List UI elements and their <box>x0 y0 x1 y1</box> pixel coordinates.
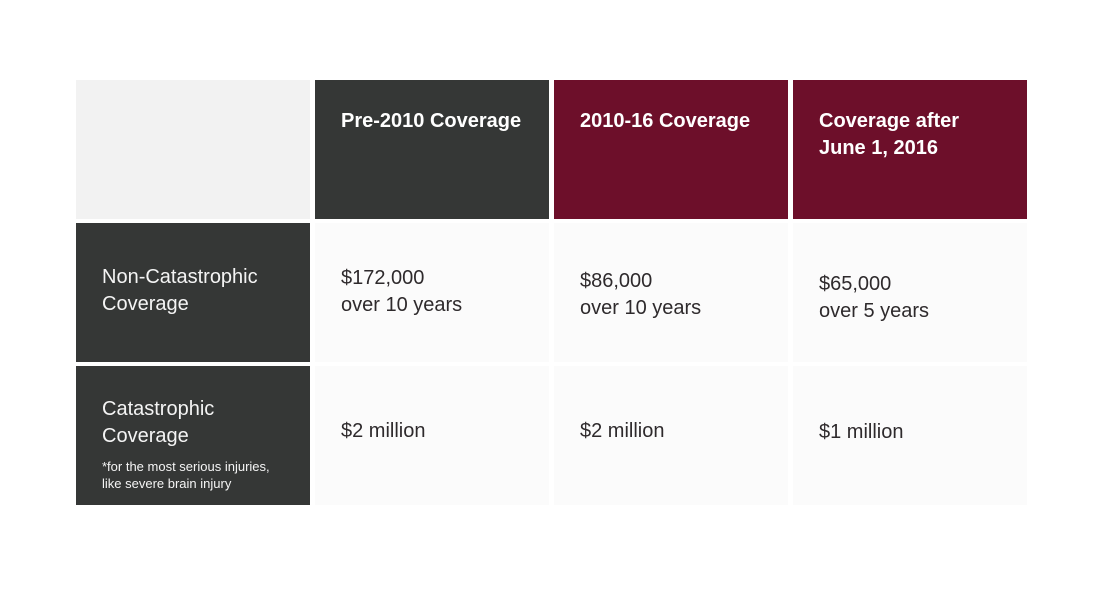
value-cell: $2 million <box>554 366 788 505</box>
value-text: over 5 years <box>819 300 930 322</box>
value-text: $86,000 <box>580 270 653 292</box>
value-cell: $1 million <box>793 366 1027 505</box>
header-text: Coverage after <box>819 110 960 132</box>
value-text: over 10 years <box>580 297 702 319</box>
row-label-text: Catastrophic <box>102 398 215 420</box>
row-label: Catastrophic Coverage *for the most seriou… <box>76 366 310 505</box>
header-text: Pre-2010 Coverage <box>341 110 522 132</box>
value-text: $172,000 <box>341 267 425 289</box>
value-text: $65,000 <box>819 273 892 295</box>
column-header: 2010-16 Coverage <box>554 80 788 219</box>
row-label: Non-Catastrophic Coverage <box>76 223 310 362</box>
value-text: over 10 years <box>341 294 463 316</box>
corner-cell <box>76 80 310 219</box>
value-cell: $2 million <box>315 366 549 505</box>
note-text: *for the most serious injuries, <box>102 459 270 474</box>
value-text: $2 million <box>580 420 665 442</box>
row-label-text: Coverage <box>102 293 189 315</box>
row-label-text: Coverage <box>102 425 189 447</box>
row-label-text: Non-Catastrophic <box>102 266 258 288</box>
header-text: 2010-16 Coverage <box>580 110 751 132</box>
column-header: Coverage after June 1, 2016 <box>793 80 1027 219</box>
header-text: June 1, 2016 <box>819 137 938 159</box>
value-text: $1 million <box>819 421 904 443</box>
row-note: *for the most serious injuries, like seve… <box>102 458 310 492</box>
value-cell: $86,000 over 10 years <box>554 223 788 362</box>
value-text: $2 million <box>341 420 426 442</box>
note-text: like severe brain injury <box>102 476 232 491</box>
value-cell: $172,000 over 10 years <box>315 223 549 362</box>
column-header: Pre-2010 Coverage <box>315 80 549 219</box>
value-cell: $65,000 over 5 years <box>793 223 1027 362</box>
